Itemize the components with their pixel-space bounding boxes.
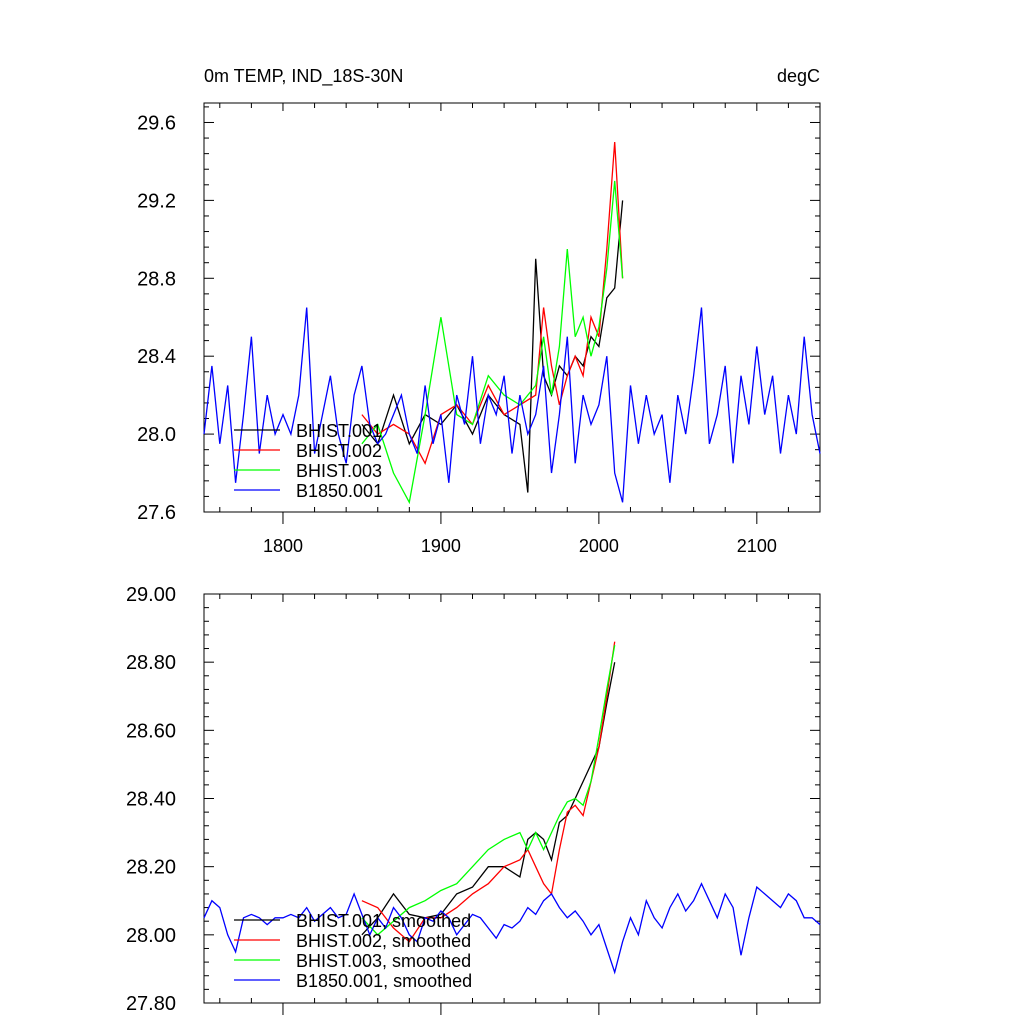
x-tick-label: 1900 bbox=[421, 536, 461, 556]
series-line-0 bbox=[361, 200, 624, 493]
y-tick-label: 27.80 bbox=[126, 993, 176, 1015]
chart-title: 0m TEMP, IND_18S-30N bbox=[204, 66, 403, 87]
chart-units: degC bbox=[777, 66, 820, 86]
y-tick-label: 28.0 bbox=[137, 424, 176, 446]
legend-label-1: BHIST.002 bbox=[296, 441, 382, 461]
y-tick-label: 28.40 bbox=[126, 789, 176, 811]
y-tick-label: 27.6 bbox=[137, 502, 176, 524]
y-tick-label: 28.20 bbox=[126, 857, 176, 879]
series-line-1 bbox=[361, 141, 624, 465]
legend-label-2: BHIST.003 bbox=[296, 461, 382, 481]
plot-frame bbox=[203, 102, 821, 513]
y-tick-label: 29.6 bbox=[137, 112, 176, 134]
x-tick-label: 2000 bbox=[579, 536, 619, 556]
series-line-2 bbox=[361, 180, 624, 505]
y-tick-label: 29.00 bbox=[126, 584, 176, 606]
legend-label-3: B1850.001, smoothed bbox=[296, 971, 472, 991]
y-tick-label: 28.00 bbox=[126, 925, 176, 947]
x-tick-label: 1800 bbox=[263, 536, 303, 556]
series-line-0 bbox=[361, 662, 616, 936]
series-line-3 bbox=[203, 882, 821, 975]
y-tick-label: 29.2 bbox=[137, 190, 176, 212]
y-tick-label: 28.4 bbox=[137, 346, 176, 368]
series-line-1 bbox=[361, 641, 616, 943]
series-line-3 bbox=[203, 307, 821, 503]
legend-label-0: BHIST.001, smoothed bbox=[296, 911, 471, 931]
legend-label-3: B1850.001 bbox=[296, 481, 383, 501]
y-tick-label: 28.80 bbox=[126, 652, 176, 674]
legend-label-1: BHIST.002, smoothed bbox=[296, 931, 471, 951]
y-tick-label: 28.60 bbox=[126, 720, 176, 742]
x-tick-label: 2100 bbox=[737, 536, 777, 556]
legend-label-2: BHIST.003, smoothed bbox=[296, 951, 471, 971]
legend-label-0: BHIST.001 bbox=[296, 421, 382, 441]
series-line-2 bbox=[361, 644, 616, 936]
y-tick-label: 28.8 bbox=[137, 268, 176, 290]
